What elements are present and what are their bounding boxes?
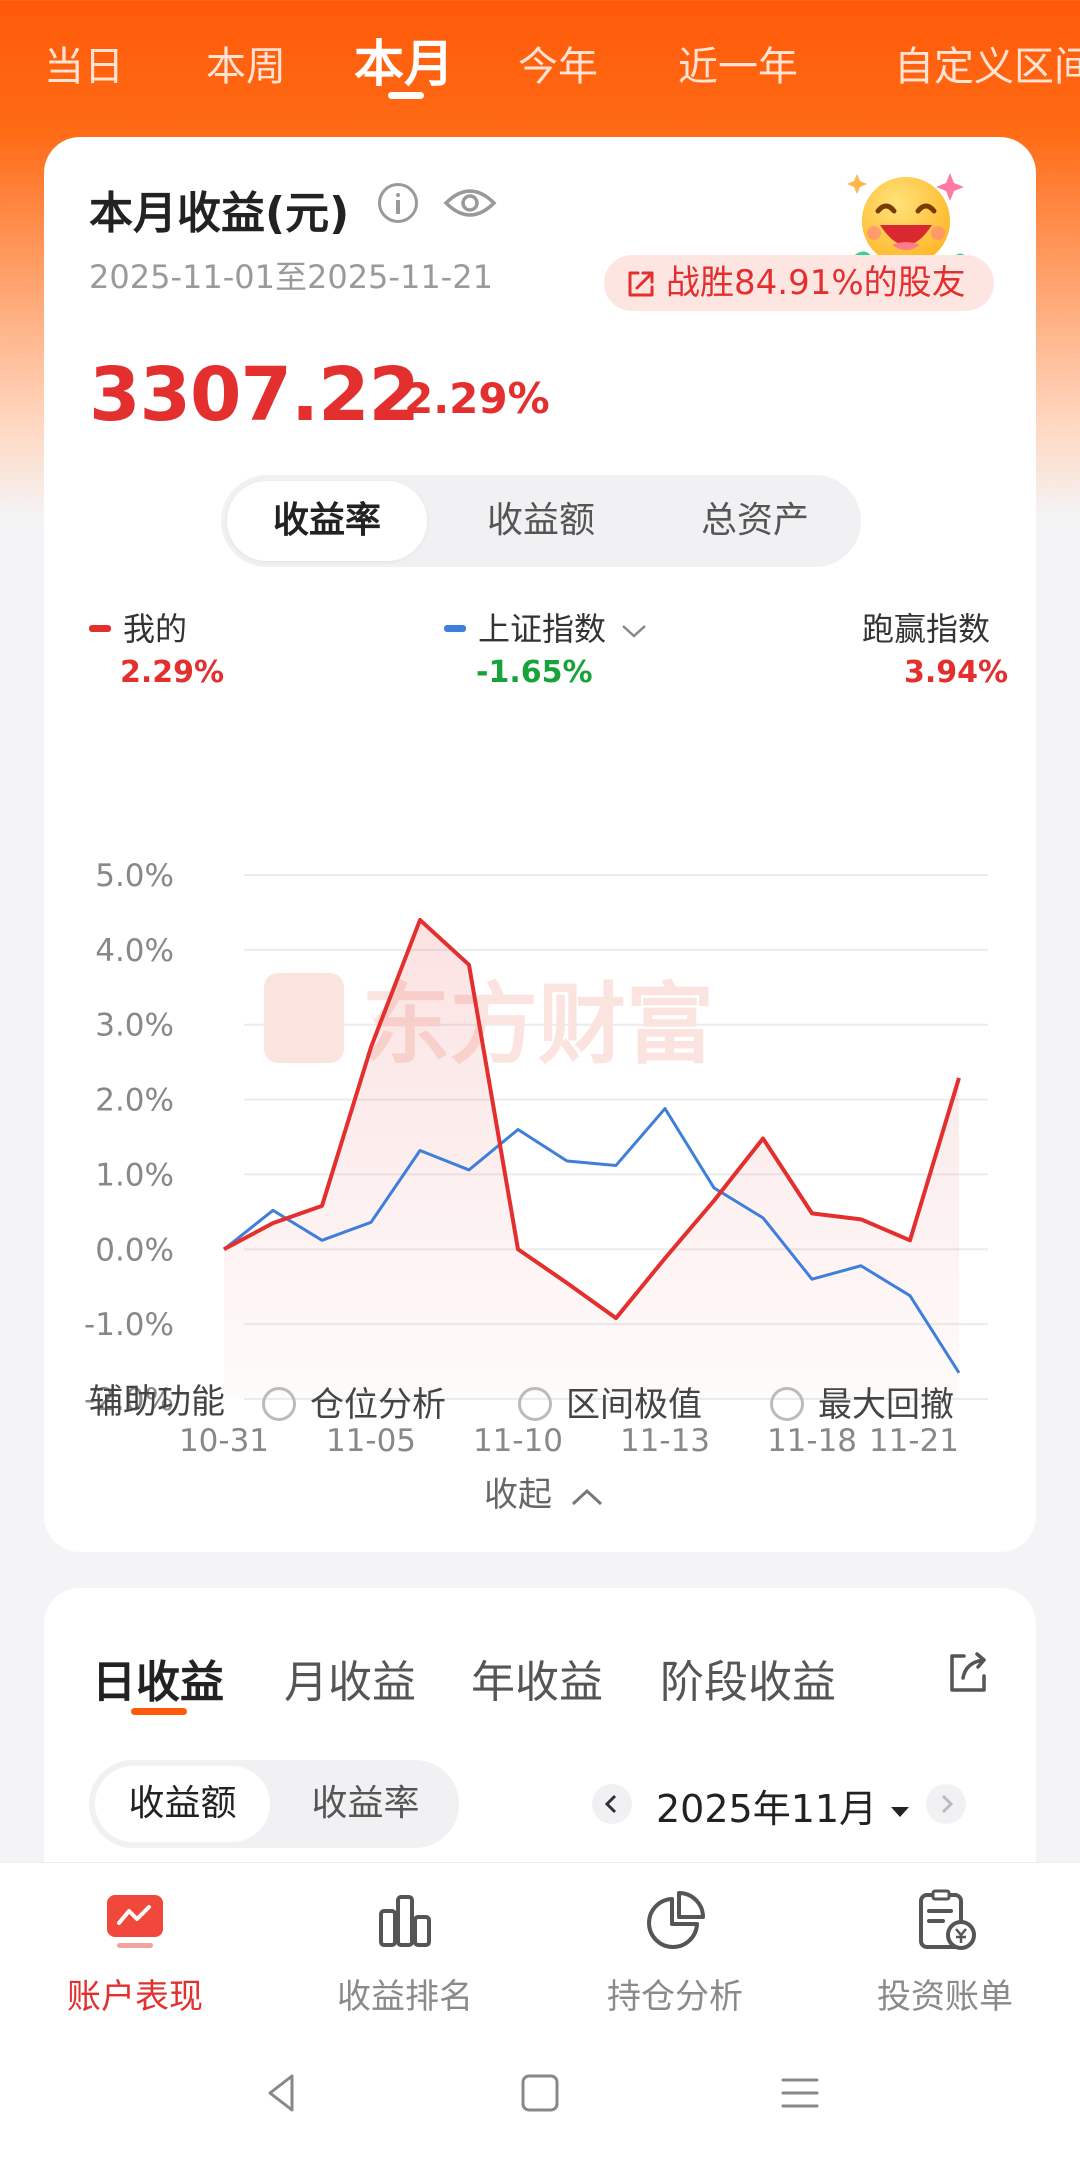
nav-profit-ranking[interactable]: 收益排名 [270, 1863, 540, 2043]
legend-dash-blue [444, 624, 466, 632]
tab-last-year[interactable]: 近一年 [678, 44, 798, 90]
prev-month-button[interactable] [592, 1784, 632, 1824]
y-tick-label: 0.0% [95, 1232, 174, 1268]
tab-stage-profit[interactable]: 阶段收益 [660, 1657, 836, 1708]
series-line-mine [223, 917, 961, 1321]
profit-amount: 3307.22 [89, 352, 420, 438]
bar-chart-icon [379, 1895, 431, 1947]
x-tick-label: 11-21 [869, 1423, 959, 1459]
monthly-profit-card: 本月收益(元) 2025-11-01至2025-11-21 战胜84.91%的股… [44, 137, 1036, 1552]
metric-segmented-control: 收益率 收益额 总资产 [221, 475, 861, 567]
tab-this-week[interactable]: 本周 [206, 44, 286, 90]
series-area-mine [224, 919, 959, 1399]
pie-chart-icon [647, 1891, 705, 1949]
x-tick-label: 11-05 [326, 1423, 416, 1459]
radio-circle [262, 1386, 296, 1421]
y-tick-label: 2.0% [95, 1083, 174, 1119]
legend-index-value: -1.65% [476, 655, 593, 690]
month-value: 2025年11月 [656, 1787, 878, 1831]
legend-beat-value: 3.94% [904, 655, 1009, 690]
tab-return-rate[interactable]: 收益率 [227, 481, 427, 561]
nav-account-performance[interactable]: 账户表现 [0, 1863, 270, 2043]
beat-peers-text: 战胜84.91%的股友 [666, 263, 966, 303]
y-tick-label: 1.0% [95, 1157, 174, 1193]
eye-icon[interactable] [442, 181, 498, 225]
legend-mine-label: 我的 [123, 610, 188, 648]
y-tick-label: 3.0% [95, 1008, 174, 1044]
profit-percent: 2.29% [404, 374, 550, 423]
system-menu-icon[interactable] [775, 2068, 825, 2118]
legend-index-label: 上证指数 [478, 610, 607, 648]
active-tab-indicator [388, 92, 424, 99]
next-month-button[interactable] [926, 1784, 966, 1824]
y-tick-label: -1.0% [84, 1307, 174, 1343]
tab-today[interactable]: 当日 [44, 44, 124, 90]
system-back-icon[interactable] [258, 2068, 308, 2118]
nav-investment-bill[interactable]: 投资账单 [810, 1863, 1080, 2043]
tab-total-assets[interactable]: 总资产 [700, 500, 809, 541]
profit-tab-indicator [131, 1708, 187, 1715]
y-tick-label: -2.0% [84, 1382, 174, 1418]
x-tick-label: 11-13 [620, 1423, 710, 1459]
chevron-up-icon [571, 1488, 602, 1505]
nav-label: 收益排名 [337, 1977, 473, 2017]
toggle-return-rate[interactable]: 收益率 [311, 1783, 420, 1824]
tab-monthly-profit[interactable]: 月收益 [284, 1657, 416, 1708]
chevron-down-icon[interactable] [620, 622, 648, 640]
tab-profit-amount[interactable]: 收益额 [486, 500, 595, 541]
collapse-button[interactable]: 收起 [484, 1467, 605, 1516]
radio-label: 仓位分析 [310, 1385, 446, 1425]
legend-mine: 我的 [89, 604, 187, 650]
y-tick-label: 5.0% [95, 858, 174, 894]
beat-peers-badge[interactable]: 战胜84.91%的股友 [604, 255, 994, 311]
nav-label: 投资账单 [877, 1977, 1013, 2017]
system-home-icon[interactable] [515, 2068, 565, 2118]
series-line-index [223, 1107, 961, 1374]
tab-this-month[interactable]: 本月 [354, 35, 454, 93]
x-tick-label: 10-31 [179, 1423, 269, 1459]
profit-type-toggle: 收益额 收益率 [89, 1760, 459, 1848]
nav-label: 持仓分析 [607, 1977, 743, 2017]
watermark: 东方财富 [264, 973, 714, 1076]
tab-custom-range[interactable]: 自定义区间 [894, 44, 1080, 90]
page-title: 本月收益(元) [89, 188, 350, 239]
legend-beat-label: 跑赢指数 [862, 610, 991, 648]
share-icon [628, 271, 654, 297]
watermark-logo [264, 973, 344, 1063]
collapse-label: 收起 [484, 1475, 552, 1515]
legend-mine-value: 2.29% [120, 655, 225, 690]
radio-label: 最大回撤 [818, 1385, 954, 1425]
radio-circle [770, 1386, 804, 1421]
chevron-right-icon [941, 1794, 954, 1814]
legend-index[interactable]: 上证指数 [444, 604, 648, 650]
radio-label: 区间极值 [566, 1385, 702, 1425]
tab-daily-profit[interactable]: 日收益 [92, 1657, 224, 1708]
date-range: 2025-11-01至2025-11-21 [89, 258, 493, 296]
caret-down-icon [891, 1806, 910, 1817]
toggle-profit-amount[interactable]: 收益额 [95, 1766, 270, 1842]
x-tick-label: 11-10 [473, 1423, 563, 1459]
laughing-emoji-icon [847, 173, 968, 265]
chart-trend-icon [107, 1895, 163, 1948]
legend-dash-red [89, 624, 111, 632]
radio-circle [518, 1386, 552, 1421]
nav-holdings-analysis[interactable]: 持仓分析 [540, 1863, 810, 2043]
bill-icon [919, 1889, 976, 1950]
range-extreme-radio[interactable]: 区间极值 [518, 1377, 702, 1426]
nav-label: 账户表现 [67, 1977, 203, 2017]
info-icon[interactable] [378, 183, 418, 223]
tab-this-year[interactable]: 今年 [518, 44, 598, 90]
y-tick-label: 4.0% [95, 933, 174, 969]
period-tabs: 当日 本周 本月 今年 近一年 自定义区间 [0, 0, 1080, 130]
return-chart[interactable]: 5.0%4.0%3.0%2.0%1.0%0.0%-1.0%-2.0% 东方财富 … [44, 697, 1036, 1477]
tab-yearly-profit[interactable]: 年收益 [471, 1657, 603, 1708]
aux-function-label: 辅助功能 [89, 1382, 225, 1422]
export-icon[interactable] [944, 1648, 992, 1696]
position-analysis-radio[interactable]: 仓位分析 [262, 1377, 446, 1426]
max-drawdown-radio[interactable]: 最大回撤 [770, 1377, 954, 1426]
chevron-left-icon [604, 1794, 617, 1814]
month-picker[interactable]: 2025年11月 [656, 1778, 911, 1833]
x-tick-label: 11-18 [767, 1423, 857, 1459]
